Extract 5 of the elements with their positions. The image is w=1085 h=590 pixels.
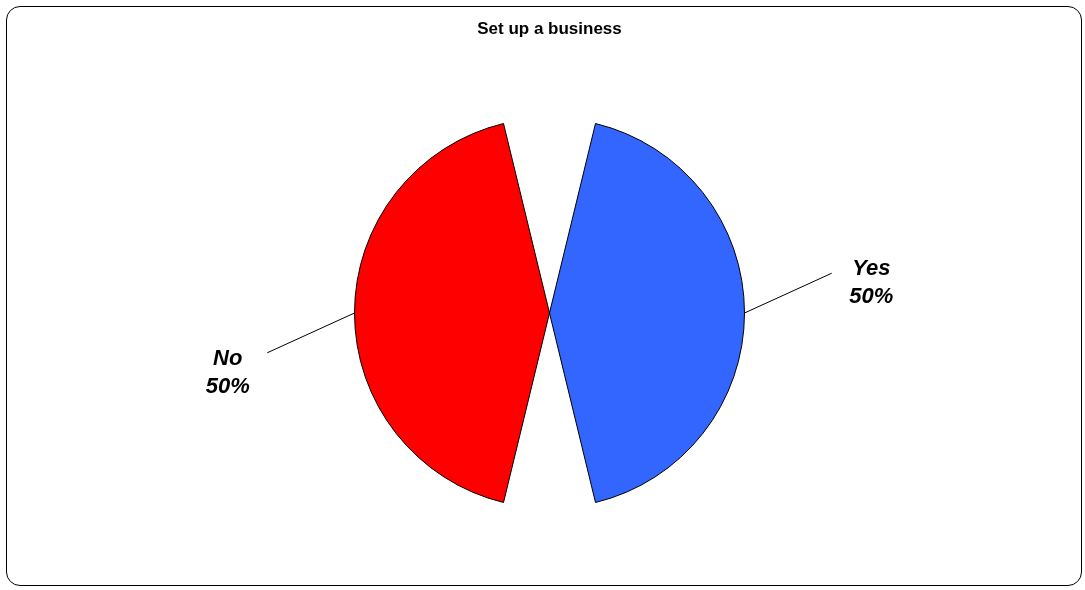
data-label: 50% <box>205 373 250 399</box>
data-label: 50% <box>849 282 894 308</box>
slice-label: Yes <box>852 254 891 280</box>
slice-label: No <box>213 345 243 371</box>
chart-title: Set up a business <box>477 19 622 38</box>
